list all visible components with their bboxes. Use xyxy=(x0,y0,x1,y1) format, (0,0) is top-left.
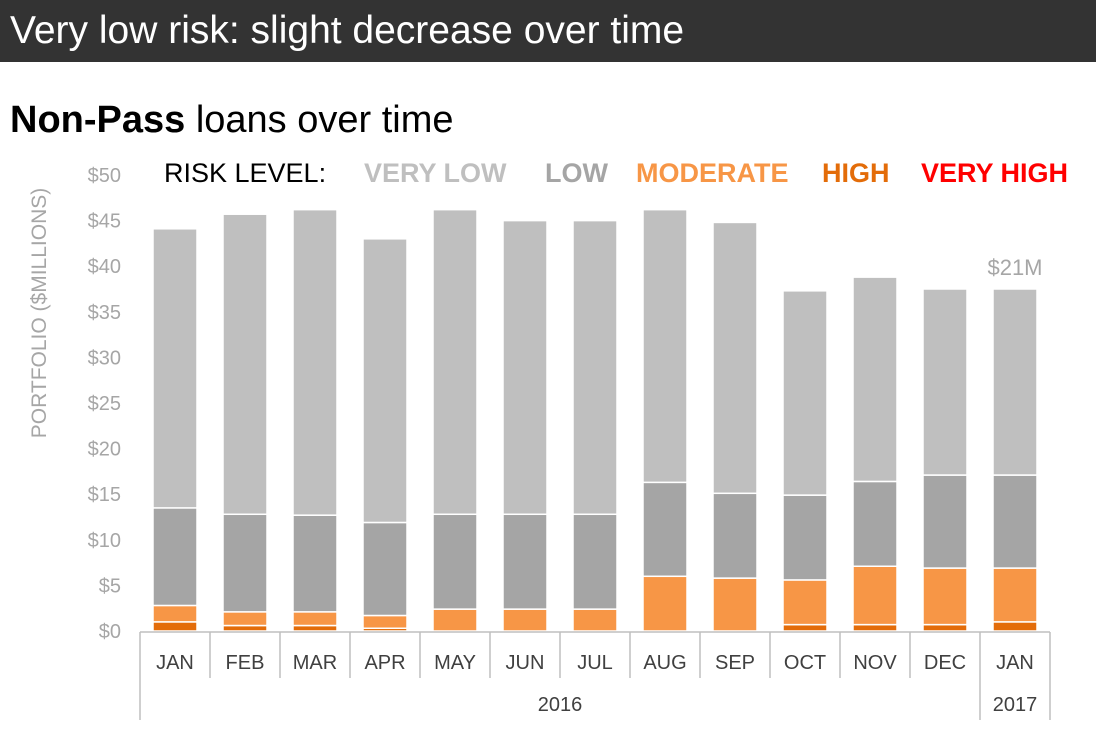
x-tick-label: OCT xyxy=(784,652,826,674)
bar-segment xyxy=(502,608,548,632)
bar-segment xyxy=(362,614,408,630)
bar-segment xyxy=(432,608,478,632)
y-tick-label: $35 xyxy=(88,302,121,324)
bar-segment xyxy=(502,219,548,516)
x-tick-label: DEC xyxy=(924,652,966,674)
year-group-label: 2016 xyxy=(538,694,583,716)
legend-item: VERY LOW xyxy=(364,158,507,188)
bar-segment xyxy=(922,567,968,626)
bar-segment xyxy=(362,521,408,617)
bar-segment xyxy=(922,288,968,476)
legend-prefix: RISK LEVEL: xyxy=(164,158,326,188)
bar-segment xyxy=(992,567,1038,623)
x-tick-label: MAR xyxy=(293,652,337,674)
bar-segment xyxy=(572,513,618,610)
bar-segment xyxy=(782,579,828,626)
bar-segment xyxy=(572,219,618,516)
y-tick-label: $40 xyxy=(88,256,121,278)
bar-segment xyxy=(642,575,688,632)
x-tick-label: JUN xyxy=(506,652,545,674)
y-tick-label: $10 xyxy=(88,530,121,552)
bar-segment xyxy=(432,208,478,516)
legend-item: MODERATE xyxy=(636,158,789,188)
bar-segment xyxy=(152,507,198,607)
bar-segment xyxy=(852,480,898,567)
bar-segment xyxy=(292,208,338,516)
y-tick-label: $0 xyxy=(99,621,121,643)
bar-segment xyxy=(222,624,268,632)
bar-segment xyxy=(922,623,968,632)
bar-segment xyxy=(852,623,898,632)
x-tick-label: FEB xyxy=(226,652,265,674)
x-tick-label: JAN xyxy=(996,652,1034,674)
bar-segment xyxy=(992,288,1038,476)
x-tick-label: APR xyxy=(364,652,405,674)
x-tick-label: JAN xyxy=(156,652,194,674)
banner-title: Very low risk: slight decrease over time xyxy=(10,9,685,52)
bar-segment xyxy=(642,208,688,484)
bar-segment xyxy=(222,513,268,613)
year-group-label: 2017 xyxy=(993,694,1038,716)
bar-segment xyxy=(922,474,968,569)
y-tick-label: $20 xyxy=(88,439,121,461)
legend-item: LOW xyxy=(545,158,608,188)
bar-segment xyxy=(712,221,758,495)
bar-segment xyxy=(292,514,338,613)
bar-segment xyxy=(292,624,338,632)
x-tick-label: NOV xyxy=(853,652,897,674)
y-axis-label: PORTFOLIO ($MILLIONS) xyxy=(28,188,51,439)
bar-segment xyxy=(362,238,408,524)
total-annotation: $21M xyxy=(987,255,1042,280)
bar-segment xyxy=(712,577,758,632)
bar-segment xyxy=(642,481,688,578)
bar-segment xyxy=(152,621,198,632)
legend-item: VERY HIGH xyxy=(921,158,1068,188)
bar-segment xyxy=(292,611,338,627)
y-tick-label: $45 xyxy=(88,211,121,233)
bar-segment xyxy=(712,492,758,579)
x-tick-label: AUG xyxy=(643,652,686,674)
title-banner: Very low risk: slight decrease over time xyxy=(0,0,1096,62)
bar-segment xyxy=(502,513,548,610)
bar-segment xyxy=(152,604,198,623)
x-tick-label: JUL xyxy=(577,652,613,674)
bar-segment xyxy=(992,621,1038,632)
y-tick-label: $5 xyxy=(99,575,121,597)
bar-segment xyxy=(852,565,898,626)
bar-segment xyxy=(152,228,198,509)
legend-item: HIGH xyxy=(822,158,890,188)
bar-segment xyxy=(852,276,898,483)
bar-segment xyxy=(432,513,478,610)
x-tick-label: MAY xyxy=(434,652,476,674)
y-tick-label: $30 xyxy=(88,347,121,369)
bar-segment xyxy=(782,290,828,496)
bar-segment xyxy=(782,494,828,581)
bar-segment xyxy=(782,623,828,632)
y-tick-label: $25 xyxy=(88,393,121,415)
y-tick-label: $15 xyxy=(88,484,121,506)
y-tick-label: $50 xyxy=(88,165,121,187)
bar-segment xyxy=(222,213,268,516)
bar-segment xyxy=(992,474,1038,569)
subtitle-bold: Non-Pass xyxy=(10,99,186,141)
x-tick-label: SEP xyxy=(715,652,755,674)
chart-subtitle: Non-Pass loans over time xyxy=(10,98,454,142)
bar-segment xyxy=(572,608,618,632)
bar-segment xyxy=(222,611,268,627)
subtitle-rest: loans over time xyxy=(185,99,454,141)
